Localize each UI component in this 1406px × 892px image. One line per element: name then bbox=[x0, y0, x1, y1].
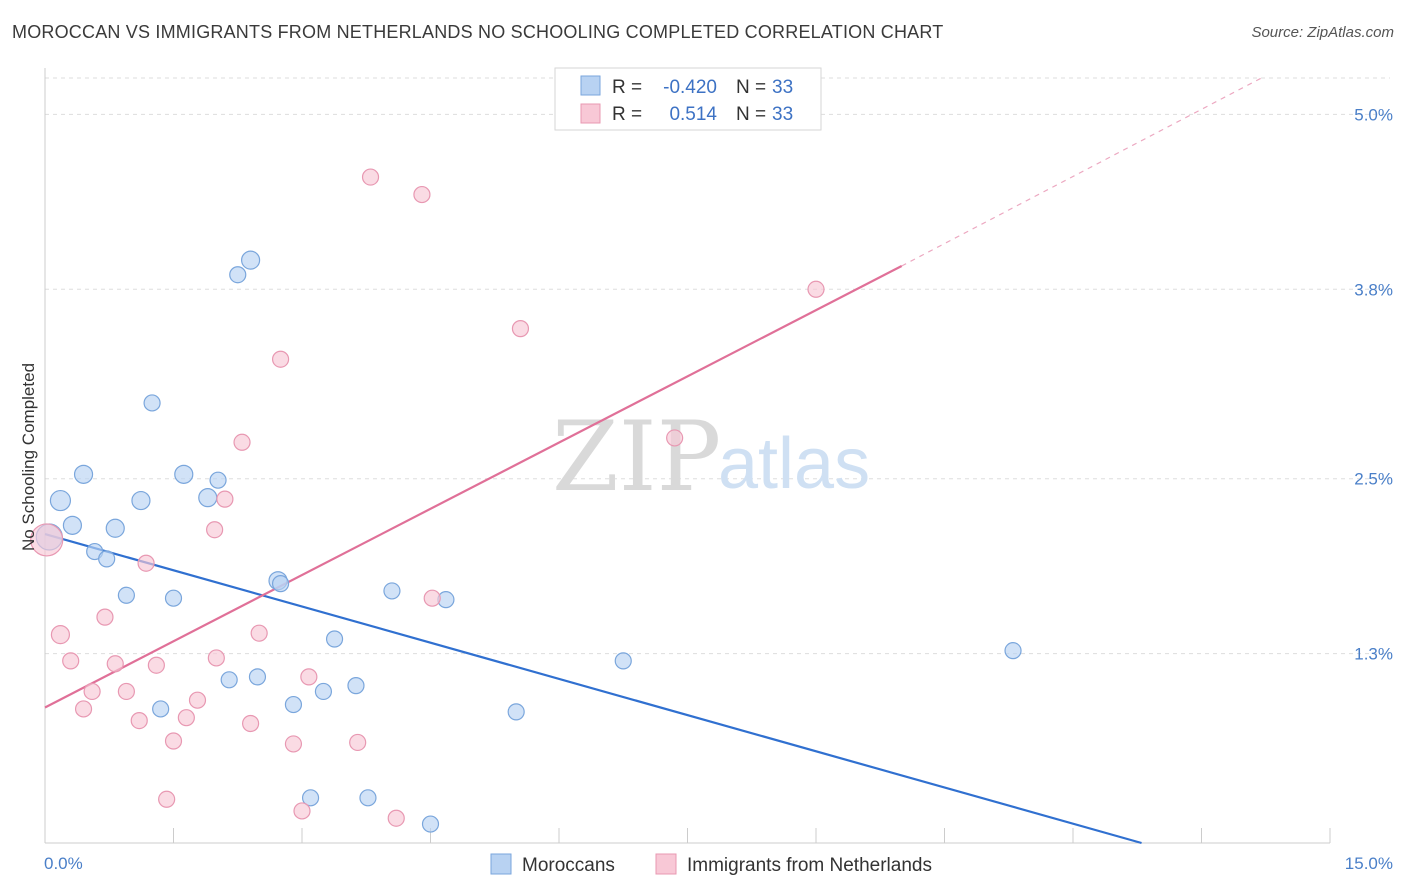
trend-line-moroccans bbox=[44, 533, 1142, 845]
point-moroccans-24 bbox=[325, 630, 344, 648]
legend-n-label-1: N = bbox=[736, 77, 766, 98]
point-moroccans-2 bbox=[62, 515, 83, 535]
point-moroccans-28 bbox=[421, 815, 440, 833]
data-points bbox=[30, 168, 1022, 833]
point-netherlands-12 bbox=[164, 732, 183, 750]
point-moroccans-26 bbox=[359, 789, 377, 807]
legend-r-value-2: 0.514 bbox=[669, 104, 717, 125]
point-netherlands-22 bbox=[284, 735, 303, 753]
point-moroccans-11 bbox=[164, 589, 183, 607]
point-netherlands-21 bbox=[271, 350, 290, 368]
point-moroccans-23 bbox=[314, 682, 333, 701]
point-netherlands-23 bbox=[293, 802, 311, 820]
point-moroccans-9 bbox=[143, 394, 161, 412]
point-moroccans-13 bbox=[198, 488, 218, 508]
point-moroccans-27 bbox=[383, 582, 401, 600]
point-netherlands-17 bbox=[216, 490, 234, 508]
point-netherlands-19 bbox=[242, 714, 260, 733]
x-tick-label-min: 0.0% bbox=[44, 854, 83, 873]
point-moroccans-14 bbox=[209, 471, 227, 489]
point-netherlands-30 bbox=[511, 320, 530, 338]
series-legend-label-netherlands: Immigrants from Netherlands bbox=[687, 855, 932, 876]
watermark-atlas: atlas bbox=[718, 424, 870, 504]
point-moroccans-10 bbox=[152, 700, 170, 718]
point-netherlands-10 bbox=[147, 656, 165, 674]
chart-title: MOROCCAN VS IMMIGRANTS FROM NETHERLANDS … bbox=[12, 22, 944, 42]
stats-legend: R = -0.420 N = 33 R = 0.514 N = 33 bbox=[554, 67, 822, 131]
trend-line-netherlands bbox=[44, 264, 903, 709]
point-moroccans-18 bbox=[248, 668, 267, 686]
point-netherlands-16 bbox=[207, 649, 225, 667]
point-netherlands-7 bbox=[117, 682, 135, 701]
point-netherlands-6 bbox=[106, 655, 124, 673]
point-moroccans-5 bbox=[98, 550, 116, 568]
point-netherlands-0 bbox=[30, 523, 64, 557]
axes bbox=[44, 68, 1331, 844]
point-moroccans-7 bbox=[117, 586, 135, 604]
point-netherlands-27 bbox=[387, 809, 405, 827]
y-tick-label-2: 3.8% bbox=[1354, 280, 1393, 299]
point-moroccans-16 bbox=[229, 266, 247, 284]
point-netherlands-1 bbox=[50, 625, 71, 645]
point-moroccans-22 bbox=[301, 789, 320, 807]
legend-r-label-2: R = bbox=[612, 104, 642, 125]
point-moroccans-32 bbox=[1004, 642, 1022, 660]
point-moroccans-17 bbox=[241, 250, 261, 270]
point-netherlands-5 bbox=[96, 608, 114, 626]
y-tick-label-3: 5.0% bbox=[1354, 105, 1393, 124]
series-legend-swatch-moroccans bbox=[490, 853, 512, 875]
point-moroccans-30 bbox=[507, 703, 525, 721]
point-netherlands-25 bbox=[349, 733, 367, 752]
point-moroccans-25 bbox=[347, 677, 365, 695]
point-netherlands-8 bbox=[130, 711, 148, 730]
legend-n-value-2: 33 bbox=[772, 104, 793, 125]
trend-line-netherlands-extension bbox=[901, 77, 1262, 267]
point-netherlands-24 bbox=[300, 668, 318, 686]
point-moroccans-3 bbox=[73, 464, 94, 484]
point-moroccans-20 bbox=[271, 575, 290, 593]
point-moroccans-31 bbox=[614, 652, 632, 670]
point-moroccans-21 bbox=[284, 695, 303, 714]
trend-lines bbox=[44, 77, 1262, 845]
point-moroccans-1 bbox=[49, 489, 72, 512]
point-netherlands-11 bbox=[158, 790, 176, 808]
point-netherlands-15 bbox=[206, 521, 224, 539]
point-netherlands-20 bbox=[250, 624, 268, 642]
y-tick-labels: 1.3% 2.5% 3.8% 5.0% bbox=[1354, 105, 1393, 663]
point-netherlands-4 bbox=[83, 682, 101, 701]
y-axis-label: No Schooling Completed bbox=[19, 363, 38, 551]
point-netherlands-3 bbox=[74, 700, 93, 718]
point-netherlands-29 bbox=[423, 589, 441, 607]
y-tick-label-0: 1.3% bbox=[1354, 645, 1393, 664]
y-tick-label-1: 2.5% bbox=[1354, 470, 1393, 489]
point-moroccans-15 bbox=[220, 671, 238, 689]
x-tick-label-max: 15.0% bbox=[1345, 854, 1393, 873]
point-netherlands-18 bbox=[233, 433, 251, 451]
point-netherlands-28 bbox=[413, 185, 431, 204]
point-netherlands-9 bbox=[137, 554, 155, 572]
series-legend: Moroccans Immigrants from Netherlands bbox=[490, 853, 932, 876]
point-netherlands-13 bbox=[177, 709, 195, 727]
point-netherlands-14 bbox=[188, 691, 207, 709]
point-netherlands-31 bbox=[666, 429, 684, 447]
point-moroccans-8 bbox=[131, 490, 151, 511]
legend-r-value-1: -0.420 bbox=[663, 77, 717, 98]
watermark-zip: ZIP bbox=[552, 401, 721, 513]
legend-n-label-2: N = bbox=[736, 104, 766, 125]
legend-swatch-netherlands bbox=[580, 103, 601, 124]
legend-r-label-1: R = bbox=[612, 77, 642, 98]
point-netherlands-26 bbox=[361, 168, 380, 186]
point-netherlands-32 bbox=[807, 280, 825, 298]
point-netherlands-2 bbox=[62, 652, 80, 670]
point-moroccans-6 bbox=[105, 518, 125, 538]
grid-lines bbox=[45, 77, 1390, 655]
legend-swatch-moroccans bbox=[580, 75, 601, 96]
series-legend-label-moroccans: Moroccans bbox=[522, 855, 615, 876]
legend-n-value-1: 33 bbox=[772, 77, 793, 98]
point-moroccans-12 bbox=[174, 464, 194, 484]
source-label: Source: ZipAtlas.com bbox=[1251, 24, 1394, 41]
series-legend-swatch-netherlands bbox=[655, 853, 677, 875]
